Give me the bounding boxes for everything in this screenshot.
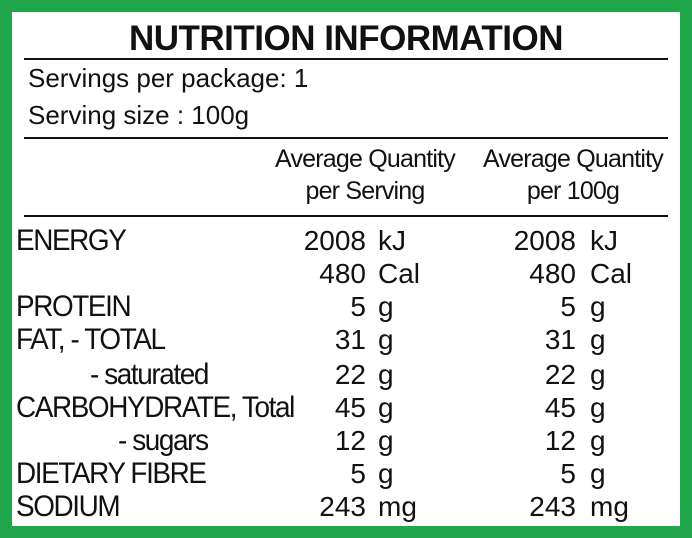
serving-unit: g — [378, 392, 394, 423]
per100g-value: 243 — [529, 491, 576, 522]
per100g-unit: g — [590, 392, 606, 423]
nutrient-label: - saturated — [90, 358, 209, 391]
nutrient-label: CARBOHYDRATE, Total — [16, 391, 295, 424]
per100g-unit: g — [590, 425, 606, 456]
serving-unit: g — [378, 359, 394, 390]
nutrient-label: ENERGY — [16, 224, 127, 257]
per100g-unit: mg — [590, 491, 629, 522]
servings-per-package: Servings per package: 1 — [28, 63, 309, 93]
column-header-line: Average Quantity — [275, 145, 456, 173]
serving-value: 5 — [350, 458, 366, 489]
panel-title: NUTRITION INFORMATION — [128, 19, 564, 58]
nutrient-row: - sugars 12 g 12 g — [12, 424, 680, 458]
per100g-value: 5 — [560, 291, 576, 322]
serving-value: 22 — [334, 359, 366, 390]
serving-value: 45 — [334, 392, 366, 423]
nutrient-row: FAT, - TOTAL 31 g 31 g — [12, 323, 680, 357]
serving-unit: g — [378, 458, 394, 489]
divider — [24, 58, 668, 60]
per100g-value: 12 — [544, 425, 576, 456]
per100g-value: 45 — [544, 392, 576, 423]
per100g-unit: g — [590, 359, 606, 390]
per100g-unit: g — [590, 324, 606, 355]
serving-value: 5 — [350, 291, 366, 322]
serving-value: 31 — [334, 324, 366, 355]
per100g-value: 2008 — [513, 225, 576, 256]
per100g-value: 31 — [544, 324, 576, 355]
column-header-line: Average Quantity — [483, 145, 664, 173]
nutrient-row: PROTEIN 5 g 5 g — [12, 290, 680, 324]
serving-value: 480 — [319, 258, 366, 289]
serving-unit: g — [378, 291, 394, 322]
serving-value: 2008 — [303, 225, 366, 256]
nutrient-row: CARBOHYDRATE, Total 45 g 45 g — [12, 391, 680, 425]
serving-size: Serving size : 100g — [28, 100, 250, 130]
serving-unit: mg — [378, 491, 417, 522]
divider — [24, 215, 668, 217]
serving-value: 243 — [319, 491, 366, 522]
serving-value: 12 — [334, 425, 366, 456]
nutrient-label: DIETARY FIBRE — [16, 457, 207, 490]
per100g-value: 480 — [529, 258, 576, 289]
per100g-unit: kJ — [590, 225, 618, 256]
nutrient-row: DIETARY FIBRE 5 g 5 g — [12, 457, 680, 491]
serving-unit: g — [378, 324, 394, 355]
column-header-per-serving: Average Quantity per Serving — [265, 143, 465, 207]
per100g-value: 22 — [544, 359, 576, 390]
serving-unit: g — [378, 425, 394, 456]
nutrient-row: ENERGY 2008 kJ 2008 kJ — [12, 224, 680, 258]
nutrient-row: - saturated 22 g 22 g — [12, 358, 680, 392]
per100g-unit: g — [590, 291, 606, 322]
column-header-line: per Serving — [305, 177, 425, 205]
column-header-per-100g: Average Quantity per 100g — [473, 143, 673, 207]
per100g-unit: Cal — [590, 258, 633, 289]
nutrient-row: SODIUM 243 mg 243 mg — [12, 490, 680, 524]
nutrient-label: SODIUM — [16, 490, 121, 523]
nutrient-label: FAT, - TOTAL — [16, 323, 166, 356]
per100g-unit: g — [590, 458, 606, 489]
serving-unit: Cal — [378, 258, 421, 289]
nutrient-label: PROTEIN — [16, 290, 132, 323]
per100g-value: 5 — [560, 458, 576, 489]
serving-unit: kJ — [378, 225, 406, 256]
nutrient-row: 480 Cal 480 Cal — [12, 257, 680, 291]
divider — [24, 137, 668, 139]
nutrient-label: - sugars — [118, 424, 209, 457]
column-header-line: per 100g — [526, 177, 620, 205]
